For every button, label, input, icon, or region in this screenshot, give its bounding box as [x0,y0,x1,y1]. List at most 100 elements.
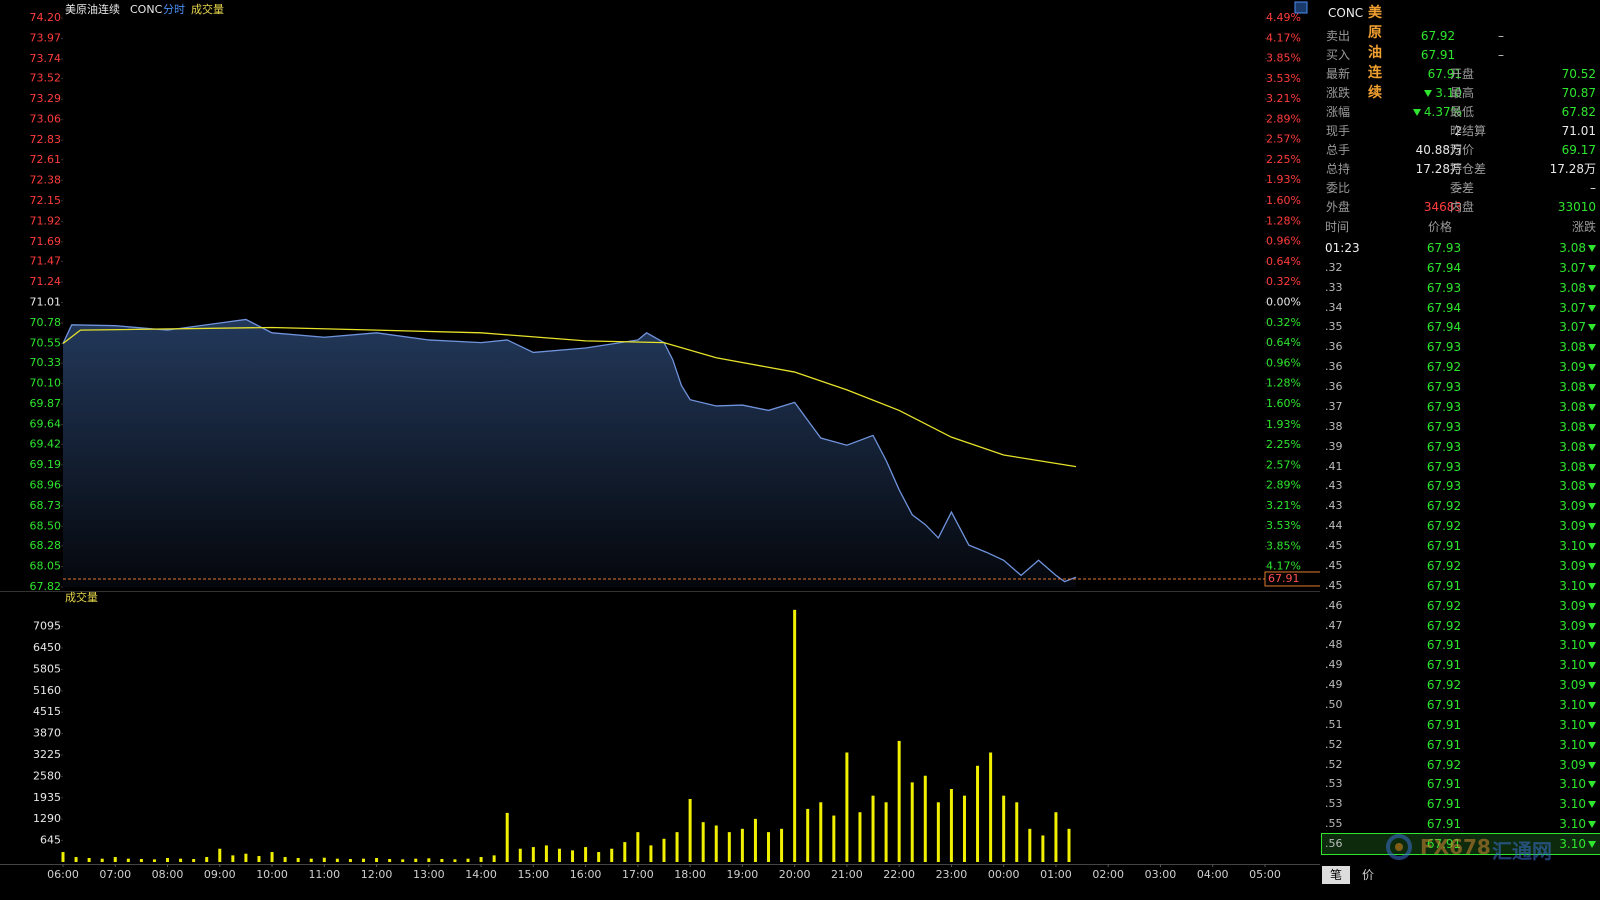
trade-row: .52 67.92 3.09 [1322,755,1600,775]
y-tick-label: 72.61 [30,153,62,166]
trade-time: .44 [1325,519,1343,533]
trade-change: 3.10 [1559,655,1596,675]
volume-tick-label: 4515 [33,705,61,718]
y2-tick-label: 1.28% [1266,214,1301,227]
volume-bar [753,818,757,862]
trade-price: 67.92 [1426,558,1462,573]
y-tick-label: 68.28 [30,539,62,552]
x-tick-label: 16:00 [570,868,602,881]
volume-bar [701,822,705,862]
quote-value: 34683 [1423,200,1462,214]
trade-change: 3.10 [1559,794,1596,814]
quote-row: 外盘 34683 内盘 33010 [1322,198,1600,217]
quote-row: 卖出 67.92 – [1322,27,1600,46]
tab[interactable]: 价 [1362,868,1375,882]
trade-change: 3.07 [1559,258,1596,278]
last-price-box [1264,571,1320,587]
trade-time: .56 [1325,837,1343,851]
volume-bar [793,609,797,862]
quote-label: 涨跌 [1326,86,1351,100]
trade-price: 67.93 [1426,439,1462,454]
volume-bar [61,852,65,862]
quote-label: 外盘 [1326,200,1351,214]
y2-tick-label: 4.17% [1266,31,1301,44]
trade-time: .52 [1325,757,1343,771]
trade-row: .41 67.93 3.08 [1322,457,1600,477]
quote-value: – [1590,181,1596,195]
header-code: CONC [130,3,163,16]
trade-time: .52 [1325,737,1343,751]
tab[interactable]: 笔 [1322,866,1351,884]
volume-bar [361,858,365,862]
trade-row: .35 67.94 3.07 [1322,317,1600,337]
trade-time: .55 [1325,817,1343,831]
y2-tick-label: 1.28% [1266,377,1301,390]
trade-row: .44 67.92 3.09 [1322,516,1600,536]
trade-row: .55 67.91 3.10 [1322,814,1600,834]
trade-price: 67.91 [1426,578,1462,593]
expand-icon[interactable] [1294,1,1308,14]
volume-bar [139,859,143,862]
volume-bar [819,802,823,862]
volume-bar [610,848,614,862]
volume-bar [623,842,627,862]
volume-bar [192,859,196,862]
y2-tick-label: 1.60% [1266,194,1301,207]
trade-change: 3.08 [1559,337,1596,357]
volume-bar [375,858,379,862]
watermark-name: 汇通网 [1492,839,1552,863]
volume-tick-label: 7095 [33,620,61,633]
x-tick-label: 00:00 [988,868,1020,881]
trade-time: .51 [1325,717,1343,731]
y2-tick-label: 1.93% [1266,173,1301,186]
y-tick-label: 68.50 [30,519,62,532]
trade-row: .33 67.93 3.08 [1322,278,1600,298]
quote-row: 买入 67.91 – [1322,46,1600,65]
volume-bar [126,858,130,862]
trade-row: .52 67.91 3.10 [1322,735,1600,755]
quote-code: CONC [1328,6,1364,20]
trade-price: 67.93 [1426,459,1462,474]
trade-row: .50 67.91 3.10 [1322,695,1600,715]
trade-change: 3.09 [1559,516,1596,536]
trade-row: .43 67.92 3.09 [1322,496,1600,516]
volume-bar [1067,828,1071,862]
y-tick-label: 69.87 [30,397,62,410]
x-tick-label: 17:00 [622,868,654,881]
volume-bar [427,858,431,862]
trade-time: .34 [1325,300,1343,314]
trade-price: 67.93 [1426,241,1462,255]
x-tick-label: 05:00 [1249,868,1281,881]
trade-price: 67.92 [1426,360,1462,375]
trade-price: 67.91 [1426,837,1462,852]
trade-change: 3.10 [1559,715,1596,735]
trade-change: 3.10 [1559,576,1596,596]
volume-bar [479,857,483,862]
volume-bar [113,857,117,862]
trade-price: 67.92 [1426,618,1462,633]
volume-bar [309,858,313,862]
trade-row: .45 67.91 3.10 [1322,576,1600,596]
trade-change: 3.10 [1559,834,1596,854]
quote-value: 4.37% [1413,103,1462,122]
y-tick-label: 73.29 [30,92,62,105]
x-tick-label: 14:00 [465,868,497,881]
x-tick-label: 20:00 [779,868,811,881]
trade-change: 3.08 [1559,417,1596,437]
volume-bar [675,832,679,862]
y2-tick-label: 0.00% [1266,296,1301,309]
volume-bar [166,858,170,862]
y2-tick-label: 2.57% [1266,133,1301,146]
trade-price: 67.92 [1426,678,1462,693]
trade-time: .53 [1325,797,1343,811]
trade-price: 67.92 [1426,757,1462,772]
x-tick-label: 08:00 [152,868,184,881]
quote-label: 持仓差 [1450,162,1487,176]
quote-label: 昨结算 [1450,124,1487,138]
trade-time: .39 [1325,439,1343,453]
quote-label: 均价 [1450,143,1475,157]
trade-row: .53 67.91 3.10 [1322,794,1600,814]
y-tick-label: 71.47 [30,254,62,267]
trade-row: 01:23 67.93 3.08 [1322,238,1600,258]
y-tick-label: 70.78 [30,316,62,329]
